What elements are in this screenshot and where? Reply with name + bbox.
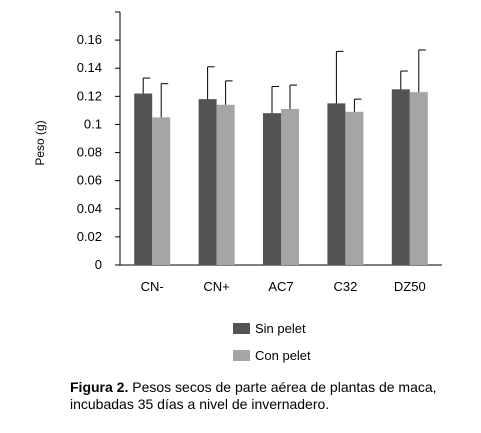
- bar: [152, 117, 171, 266]
- caption-label: Figura 2.: [70, 379, 129, 395]
- bar: [263, 113, 281, 265]
- legend-label-con-pelet: Con pelet: [255, 348, 311, 363]
- bar: [327, 103, 346, 265]
- y-tick-label: 0.12: [77, 88, 102, 103]
- bar-chart: 0 0.02 0.04 0.06 0.08 0.1 0.12 0.14 0.16 CN- CN+ A…: [33, 11, 442, 294]
- bar: [216, 104, 235, 266]
- legend-swatch-sin-pelet: [233, 323, 250, 334]
- y-axis-label: Peso (g): [33, 120, 47, 165]
- y-tick-label: 0: [95, 257, 102, 272]
- bar: [345, 111, 364, 266]
- x-tick-labels: CN- CN+ AC7 C32 DZ50: [141, 279, 426, 294]
- bar: [134, 93, 153, 266]
- y-tick-label: 0.1: [84, 116, 102, 131]
- figure-caption: Figura 2. Pesos secos de parte aérea de …: [70, 379, 470, 413]
- bar: [198, 99, 217, 266]
- x-tick-label: CN+: [203, 279, 229, 294]
- y-tick-label: 0.02: [77, 229, 102, 244]
- bar: [281, 108, 299, 265]
- y-tick-label: 0.14: [77, 60, 102, 75]
- y-tick-label: 0.04: [77, 201, 102, 216]
- legend-item-con-pelet: Con pelet: [233, 348, 311, 363]
- y-tick-labels: 0 0.02 0.04 0.06 0.08 0.1 0.12 0.14 0.16: [77, 32, 102, 272]
- legend-item-sin-pelet: Sin pelet: [233, 321, 306, 336]
- legend-label-sin-pelet: Sin pelet: [255, 321, 306, 336]
- x-tick-label: AC7: [268, 279, 293, 294]
- legend-swatch-con-pelet: [233, 350, 250, 361]
- caption-text: Pesos secos de parte aérea de plantas de…: [70, 379, 437, 412]
- y-tick-label: 0.16: [77, 32, 102, 47]
- chart-bars: [134, 49, 428, 266]
- x-tick-label: DZ50: [394, 279, 426, 294]
- x-tick-label: CN-: [141, 279, 164, 294]
- y-tick-label: 0.08: [77, 145, 102, 160]
- x-tick-label: C32: [333, 279, 357, 294]
- y-tick-label: 0.06: [77, 173, 102, 188]
- bar: [391, 89, 410, 265]
- bar: [409, 92, 428, 265]
